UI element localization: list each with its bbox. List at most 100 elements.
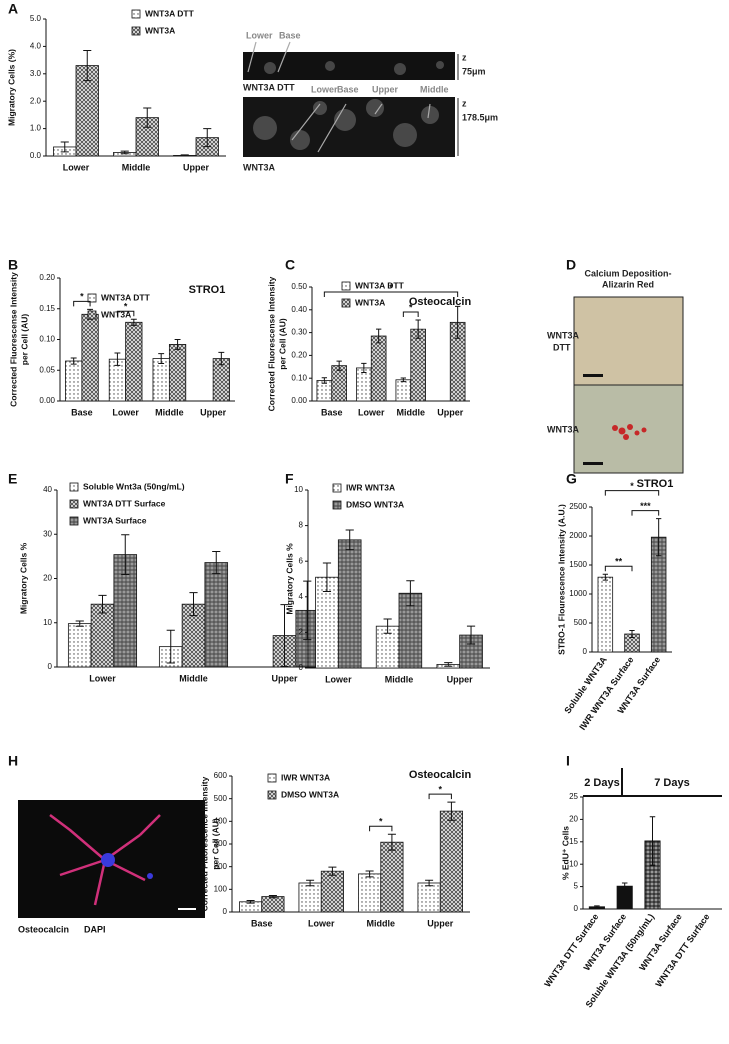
legend-label: WNT3A DTT [355,280,405,290]
y-tick-label: 1000 [569,589,587,598]
error-bar [415,319,421,339]
image-label: 75μm [462,66,486,76]
legend-swatch [267,790,277,800]
group-label: 7 Days [654,777,689,789]
y-axis-label: Corrected Fluorescense Intensity [266,276,276,411]
legend-swatch [87,293,97,303]
y-tick-label: 2 [299,628,304,637]
x-tick-label: Upper [183,162,210,172]
bar [152,358,170,402]
y-axis-label: Migratory Cells % [18,542,28,614]
x-tick-label: Upper [437,407,464,417]
significance-bracket [369,825,393,832]
error-bar [400,377,407,383]
image-label: Lower [246,30,273,40]
y-tick-label: 4 [299,592,304,601]
panel-label: F [285,471,294,487]
y-tick-label: 0 [583,647,588,656]
x-tick-label: WNT3A DTT Surface [653,912,711,989]
significance-bracket [604,565,633,572]
x-tick-label: WNT3A DTT Surface [542,912,600,989]
y-tick-label: 15 [569,837,578,846]
image-label: z [462,98,467,108]
y-tick-label: 5 [574,882,579,891]
x-tick-label: Lower [325,674,352,684]
error-bar [246,899,255,904]
y-tick-label: 300 [214,839,228,848]
image-label: WNT3A [243,162,275,172]
y-tick-label: 0.00 [39,396,55,405]
panel-label: I [566,753,570,769]
y-tick-label: 0.40 [291,305,307,314]
scale-bar [583,374,603,377]
significance-bracket [402,311,419,318]
image-label: Middle [420,84,449,94]
legend-swatch [341,298,351,308]
legend-swatch [69,499,79,509]
panel-label: A [8,1,18,17]
image-label: DTT [553,342,571,352]
y-tick-label: 4.0 [30,42,42,51]
y-tick-label: 8 [299,521,304,530]
y-tick-label: 600 [214,771,228,780]
legend-swatch [131,9,141,19]
y-tick-label: 0 [299,663,304,672]
error-bar [83,50,92,82]
significance-bracket [116,310,135,317]
legend-label: WNT3A DTT [145,8,195,18]
x-tick-label: Upper [447,674,474,684]
legend-label: WNT3A DTT [101,292,151,302]
y-tick-label: 10 [569,859,578,868]
significance-label: *** [640,501,651,511]
error-bar [328,866,337,876]
significance-label: * [409,302,413,312]
legend-swatch [267,773,277,783]
panel-label: D [566,257,576,273]
error-bar [158,353,165,364]
y-axis-label: STRO-1 Flourescence Intensity (A.U.) [556,504,566,655]
y-tick-label: 0 [574,904,579,913]
error-bar [218,351,225,366]
y-tick-label: 10 [294,485,303,494]
y-tick-label: 3.0 [30,69,42,78]
bar [204,562,229,668]
significance-bracket [604,490,660,496]
error-bar [321,377,328,384]
error-bar [387,833,396,851]
error-bar [212,551,221,575]
micrograph [243,52,455,80]
error-bar [130,318,137,326]
y-tick-label: 100 [214,884,228,893]
legend-label: WNT3A Surface [83,515,147,525]
error-bar [345,529,354,551]
error-bar [203,128,212,148]
chart-title: STRO1 [637,478,674,490]
image-label: Upper [372,84,399,94]
x-tick-label: Middle [179,673,208,683]
bar [410,328,426,402]
significance-label: * [389,282,393,292]
error-bar [383,618,392,634]
y-axis-label: per Cell (AU) [277,318,287,370]
legend-label: WNT3A DTT Surface [83,498,166,508]
significance-label: ** [615,557,623,567]
panel-label: E [8,471,17,487]
y-tick-label: 1500 [569,560,587,569]
y-axis-label: Migratory Cells (%) [6,49,16,126]
bar [395,379,412,402]
image-label: WNT3A [547,424,579,434]
bar [125,321,143,402]
y-tick-label: 400 [214,816,228,825]
bar [597,576,614,653]
y-axis-label: Corrected Fluorescense Intensity [8,272,18,407]
image-label: Osteocalcin [18,924,69,934]
y-tick-label: 0.20 [39,273,55,282]
chart-title: Osteocalcin [409,769,472,781]
error-bar [454,305,461,339]
legend-label: WNT3A [355,297,385,307]
significance-label: * [379,817,383,827]
legend-label: WNT3A [101,309,131,319]
error-bar [406,580,415,607]
micrograph [243,97,455,157]
significance-bracket [428,793,452,800]
